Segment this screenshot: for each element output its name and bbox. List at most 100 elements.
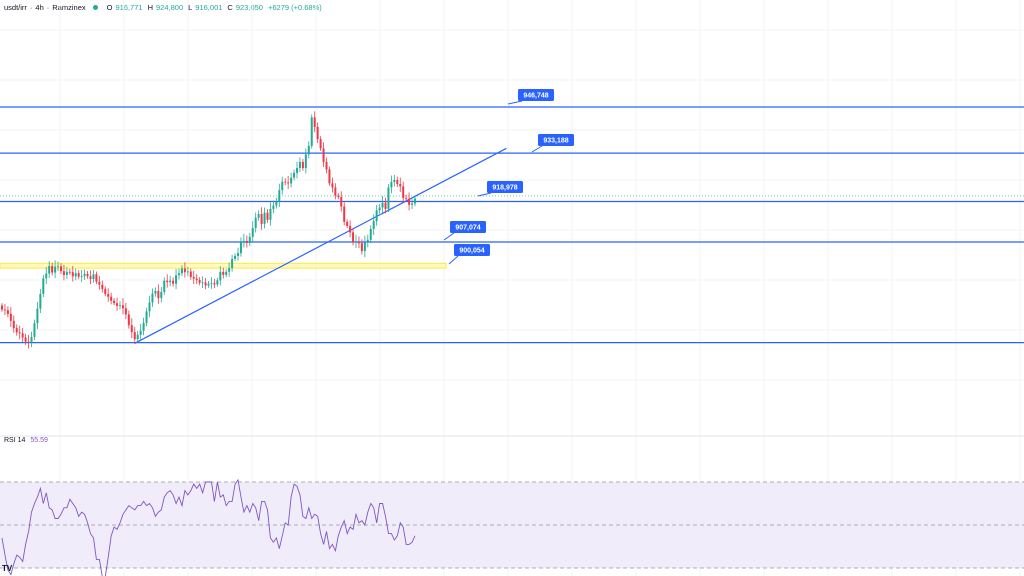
candle-body <box>57 266 60 268</box>
candle-body <box>352 232 355 242</box>
candle-body <box>349 225 352 233</box>
candle-body <box>272 205 275 209</box>
candle-body <box>310 117 313 146</box>
candle-body <box>124 308 127 315</box>
candle-body <box>62 271 65 275</box>
candle-body <box>6 310 9 314</box>
candle-body <box>71 272 74 277</box>
candle-body <box>287 182 290 184</box>
callout-label-bg <box>518 89 554 101</box>
tradingview-logo[interactable]: TV <box>2 564 13 573</box>
candle-body <box>18 332 21 334</box>
candle-body <box>355 241 357 243</box>
candle-body <box>119 305 121 307</box>
low-label: L <box>188 2 193 12</box>
candle-body <box>316 126 319 140</box>
level-price-label: 907,074 <box>455 225 480 232</box>
candle-body <box>201 282 204 284</box>
candle-body <box>136 334 139 340</box>
candle-body <box>65 271 68 275</box>
callout-leader <box>477 192 492 197</box>
candle-body <box>15 328 18 333</box>
level-price-label: 918,978 <box>492 185 517 192</box>
candle-body <box>343 206 346 222</box>
open-label: O <box>106 2 113 12</box>
candle-body <box>328 169 331 184</box>
callout-label-bg <box>454 244 490 256</box>
candle-body <box>104 288 107 294</box>
candle-body <box>86 273 89 277</box>
candle-body <box>216 280 219 285</box>
candle-body <box>378 207 381 211</box>
candle-body <box>116 303 119 306</box>
candle-body <box>281 181 284 191</box>
candle-body <box>60 266 62 272</box>
candle-body <box>77 273 80 277</box>
low-value: 916,001 <box>195 2 223 12</box>
candle-body <box>148 302 151 312</box>
candle-body <box>80 275 83 277</box>
level-price-label: 900,054 <box>459 248 484 255</box>
chart-header: usdt/irr · 4h · Ramzinex O 916,771 H 924,8… <box>4 1 324 13</box>
candle-body <box>393 179 396 183</box>
candle-body <box>166 280 169 283</box>
candle-body <box>260 214 263 224</box>
candle-body <box>369 228 372 240</box>
candle-body <box>92 274 95 280</box>
high-label: H <box>147 2 153 12</box>
candle-body <box>381 202 384 208</box>
candle-body <box>24 337 27 342</box>
candle-body <box>340 196 343 207</box>
candle-body <box>414 198 416 204</box>
candle-body <box>36 308 39 324</box>
candle-body <box>68 271 71 273</box>
candle-body <box>239 241 242 254</box>
callout-leader <box>448 255 459 265</box>
separator: · <box>46 2 50 12</box>
candle-body <box>298 161 301 169</box>
candle-body <box>113 300 116 304</box>
candle-body <box>237 253 239 256</box>
candle-body <box>189 271 192 277</box>
symbol-label[interactable]: usdt/irr <box>4 2 27 12</box>
candle-body <box>12 320 15 329</box>
candle-body <box>130 325 133 333</box>
candle-body <box>405 198 408 199</box>
candle-body <box>74 273 77 277</box>
high-value: 924,800 <box>156 2 184 12</box>
candle-body <box>251 227 254 237</box>
candle-body <box>245 240 248 243</box>
separator: · <box>29 2 33 12</box>
candle-body <box>95 274 98 282</box>
candle-body <box>257 214 260 218</box>
candle-body <box>228 268 231 272</box>
candle-body <box>234 255 237 259</box>
candle-body <box>204 282 207 286</box>
candle-body <box>195 278 198 281</box>
candle-body <box>269 208 272 220</box>
candle-body <box>83 273 86 276</box>
close-label: C <box>227 2 233 12</box>
rsi-value: 55.59 <box>30 437 48 444</box>
candle-body <box>225 271 228 275</box>
candle-body <box>192 276 195 279</box>
candle-body <box>411 203 414 205</box>
interval-label[interactable]: 4h <box>35 2 44 12</box>
candle-body <box>183 268 186 273</box>
rsi-legend[interactable]: RSI 14 55.59 <box>4 437 48 444</box>
level-price-label: 946,748 <box>523 93 548 100</box>
candle-body <box>263 212 266 224</box>
candle-body <box>304 154 307 169</box>
candle-body <box>51 266 54 273</box>
candle-body <box>248 236 251 243</box>
candle-body <box>275 201 278 206</box>
candle-body <box>357 241 360 244</box>
candle-body <box>222 271 225 275</box>
candle-body <box>127 314 130 326</box>
candle-body <box>98 281 101 285</box>
candle-body <box>375 210 378 222</box>
candle-body <box>213 283 216 285</box>
candle-body <box>301 161 304 169</box>
candle-body <box>290 177 293 184</box>
